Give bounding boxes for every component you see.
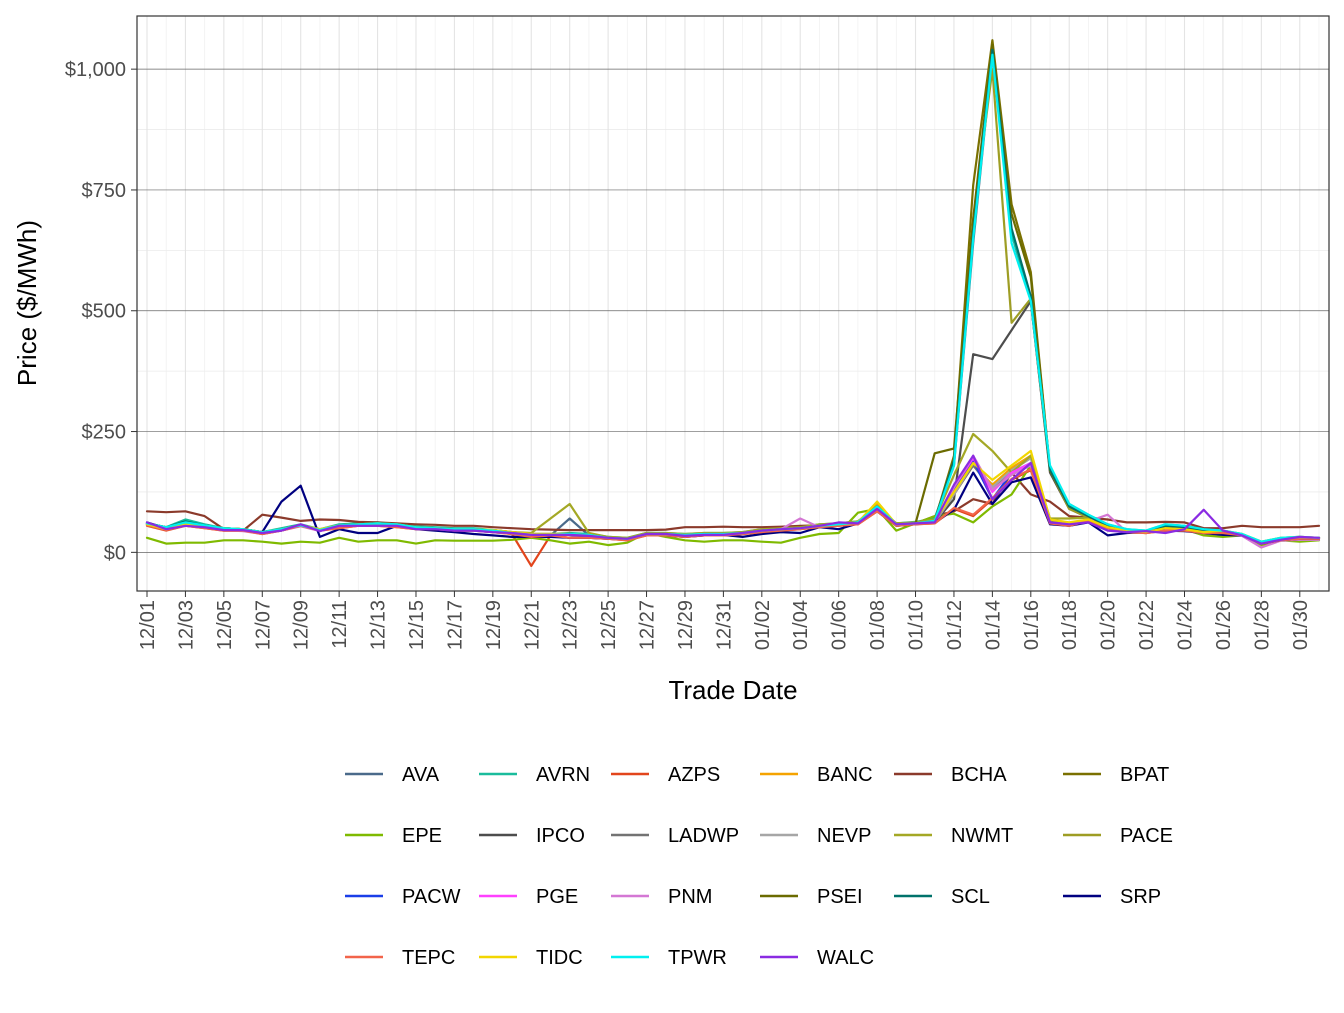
y-tick-label: $250: [82, 422, 127, 444]
x-tick-label: 12/11: [329, 600, 351, 649]
x-tick-label: 12/13: [368, 600, 390, 650]
legend-item-bcha: BCHA: [894, 764, 1007, 786]
x-tick-label: 01/28: [1251, 600, 1273, 650]
legend-label: PNM: [668, 886, 712, 908]
x-tick-label: 12/27: [637, 600, 659, 650]
legend-label: TPWR: [668, 947, 727, 969]
legend-item-pace: PACE: [1063, 825, 1173, 847]
x-tick-label: 01/14: [982, 600, 1004, 650]
series-line-srp: [145, 471, 1321, 545]
x-tick-label: 12/07: [252, 600, 274, 650]
x-tick-label: 01/16: [1021, 600, 1043, 650]
x-tick-label: 12/17: [444, 600, 466, 650]
legend-item-pacw: PACW: [345, 886, 461, 908]
legend-label: WALC: [817, 947, 874, 969]
x-axis: 12/01 12/03 12/05 12/07 12/09 12/11 12/13 12/15…: [137, 591, 1312, 650]
legend-item-srp: SRP: [1063, 886, 1161, 908]
legend-label: NEVP: [817, 825, 871, 847]
legend-item-epe: EPE: [345, 825, 442, 847]
legend-item-psei: PSEI: [760, 886, 863, 908]
x-tick-label: 12/05: [214, 600, 236, 650]
legend: AVA AVRN AZPS BANC BCHA BPAT EPE IPCO LADWP NEVP N…: [345, 764, 1173, 969]
legend-item-scl: SCL: [894, 886, 990, 908]
x-tick-label: 12/03: [175, 600, 197, 650]
x-tick-label: 01/30: [1290, 600, 1312, 650]
x-tick-label: 01/04: [790, 600, 812, 650]
y-axis: $0 $250 $500 $750 $1,000: [65, 59, 137, 564]
x-tick-label: 01/18: [1059, 600, 1081, 650]
x-tick-label: 12/29: [675, 600, 697, 650]
legend-label: LADWP: [668, 825, 739, 847]
x-tick-label: 12/09: [291, 600, 313, 650]
legend-label: IPCO: [536, 825, 585, 847]
legend-item-avrn: AVRN: [479, 764, 590, 786]
x-tick-label: 12/23: [560, 600, 582, 650]
legend-label: AZPS: [668, 764, 720, 786]
legend-label: BCHA: [951, 764, 1007, 786]
legend-label: TEPC: [402, 947, 455, 969]
legend-item-walc: WALC: [760, 947, 874, 969]
y-axis-title: Price ($/MWh): [12, 220, 42, 386]
x-tick-label: 12/25: [598, 600, 620, 650]
legend-item-tpwr: TPWR: [611, 947, 727, 969]
legend-label: PSEI: [817, 886, 863, 908]
plot-panel-background: [137, 16, 1329, 591]
legend-label: PACW: [402, 886, 461, 908]
x-tick-label: 12/21: [521, 600, 543, 650]
legend-label: BPAT: [1120, 764, 1169, 786]
x-tick-label: 01/02: [752, 600, 774, 650]
legend-label: SCL: [951, 886, 990, 908]
major-gridlines: [137, 16, 1329, 591]
x-tick-label: 01/06: [829, 600, 851, 650]
y-tick-label: $0: [104, 542, 126, 564]
legend-item-ipco: IPCO: [479, 825, 585, 847]
legend-item-banc: BANC: [760, 764, 873, 786]
x-tick-label: 01/24: [1175, 600, 1197, 650]
legend-label: PGE: [536, 886, 578, 908]
legend-item-bpat: BPAT: [1063, 764, 1169, 786]
x-tick-label: 12/31: [713, 600, 735, 650]
x-tick-label: 12/19: [483, 600, 505, 650]
legend-label: PACE: [1120, 825, 1173, 847]
legend-item-pnm: PNM: [611, 886, 712, 908]
x-tick-label: 01/26: [1213, 600, 1235, 650]
legend-label: SRP: [1120, 886, 1161, 908]
legend-item-ava: AVA: [345, 764, 440, 786]
x-tick-label: 01/22: [1136, 600, 1158, 650]
legend-item-ladwp: LADWP: [611, 825, 739, 847]
x-tick-label: 01/12: [944, 600, 966, 650]
plot-panel-border: [136, 15, 1330, 592]
x-tick-label: 01/10: [906, 600, 928, 650]
series-lines: [145, 39, 1321, 568]
legend-item-tidc: TIDC: [479, 947, 583, 969]
legend-item-tepc: TEPC: [345, 947, 455, 969]
y-tick-label: $750: [82, 180, 127, 202]
legend-item-nevp: NEVP: [760, 825, 871, 847]
series-line-bcha: [145, 471, 1321, 532]
y-tick-label: $500: [82, 301, 127, 323]
legend-label: AVRN: [536, 764, 590, 786]
legend-label: EPE: [402, 825, 442, 847]
x-tick-label: 01/08: [867, 600, 889, 650]
legend-item-nwmt: NWMT: [894, 825, 1013, 847]
legend-label: BANC: [817, 764, 873, 786]
series-line-walc: [145, 454, 1321, 545]
x-tick-label: 12/01: [137, 600, 159, 650]
legend-item-azps: AZPS: [611, 764, 720, 786]
y-tick-label: $1,000: [65, 59, 126, 81]
legend-label: NWMT: [951, 825, 1013, 847]
legend-item-pge: PGE: [479, 886, 578, 908]
legend-label: AVA: [402, 764, 440, 786]
x-axis-title: Trade Date: [668, 675, 797, 705]
x-tick-label: 01/20: [1098, 600, 1120, 650]
legend-label: TIDC: [536, 947, 583, 969]
x-tick-label: 12/15: [406, 600, 428, 650]
